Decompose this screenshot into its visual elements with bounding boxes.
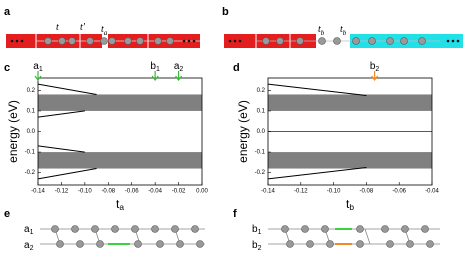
x-axis-label: ta [116, 197, 124, 212]
diagram-label-main: t′ [80, 22, 86, 33]
diagram-label-sub: 2 [258, 245, 262, 252]
x-tick-label: -0.12 [55, 189, 69, 195]
panel-label: e [4, 208, 10, 220]
diagram-label-sub: 1 [258, 229, 262, 236]
x-tick-label: -0.10 [78, 189, 92, 195]
x-axis-label-sub: b [349, 202, 354, 212]
x-tick-label: -0.04 [425, 189, 439, 195]
diagram-a [6, 34, 200, 48]
y-tick-label: 0.2 [257, 88, 266, 94]
diagram-f [268, 225, 440, 248]
diagram-label: a1 [24, 224, 34, 236]
diagram-label-sub: a [104, 29, 108, 37]
diagram-label: tb [340, 24, 347, 36]
x-tick-label: -0.14 [261, 189, 275, 195]
x-axis-label-sub: a [119, 202, 124, 212]
diagram-label-main: t [340, 24, 343, 35]
annotation-label-sub: 1 [39, 66, 43, 73]
diagram-label: a2 [24, 240, 34, 252]
band [38, 152, 202, 169]
x-axis-label: tb [346, 197, 354, 212]
annotation-label-main: a [174, 61, 180, 72]
line [37, 110, 85, 118]
y-tick-label: 0.1 [27, 109, 36, 115]
diagram-label-main: a [24, 240, 30, 251]
diagram-e [40, 225, 205, 248]
annotation-label-sub: 2 [375, 66, 379, 73]
ellipsis [10, 39, 196, 43]
diagram-label-main: t [318, 24, 321, 35]
diagram-label-sub: 2 [30, 245, 34, 252]
band [38, 94, 202, 111]
plot-frame [37, 77, 203, 186]
line [37, 83, 97, 95]
diagram-label-main: a [24, 224, 30, 235]
panel-label: c [4, 62, 10, 74]
x-axis-label-main: t [346, 197, 350, 211]
atoms [44, 37, 174, 45]
annotation-label-main: b [150, 61, 156, 72]
band [268, 94, 432, 111]
panel-label: a [4, 6, 11, 18]
diagram-label-sub: b [343, 29, 347, 37]
annotation-label-main: a [33, 61, 39, 72]
y-tick-label: -0.2 [255, 170, 266, 176]
panel-label: b [222, 6, 229, 18]
diagram-label-main: b [252, 240, 258, 251]
y-tick-label: -0.1 [25, 150, 36, 156]
annotation-label: b2 [370, 61, 380, 73]
ellipsis [228, 39, 460, 43]
diagram-label: tb [318, 24, 325, 36]
x-tick-label: -0.12 [294, 189, 308, 195]
x-tick-label: -0.14 [31, 189, 45, 195]
line [267, 83, 367, 96]
annotation-arrow [371, 71, 379, 81]
x-tick-label: 0.00 [196, 189, 208, 195]
x-tick-label: -0.02 [172, 189, 186, 195]
diagram-label: ta [101, 24, 108, 36]
y-tick-label: 0.0 [27, 129, 36, 135]
diagram-label: b1 [252, 224, 262, 236]
y-tick-label: -0.2 [25, 170, 36, 176]
annotation-arrow [151, 71, 159, 81]
x-tick-label: -0.04 [148, 189, 162, 195]
panel-label: d [233, 62, 240, 74]
x-tick-label: -0.08 [101, 189, 115, 195]
diagram-label: t [56, 22, 59, 33]
line [267, 167, 367, 180]
y-tick-label: 0.1 [257, 109, 266, 115]
annotation-label: a2 [174, 61, 184, 73]
diagram-label-main: b [252, 224, 258, 235]
diagram-label-main: t [56, 22, 59, 33]
x-tick-label: -0.10 [327, 189, 341, 195]
y-tick-label: 0.2 [27, 88, 36, 94]
diagram-label-sub: 1 [30, 229, 34, 236]
x-tick-label: -0.08 [360, 189, 374, 195]
y-tick-label: -0.1 [255, 150, 266, 156]
diagram-label: t′ [80, 22, 86, 33]
y-axis-label: energy (eV) [6, 100, 20, 163]
x-tick-label: -0.06 [392, 189, 406, 195]
line [37, 145, 85, 153]
y-tick-label: 0.0 [257, 129, 266, 135]
annotation-arrow [34, 71, 42, 81]
annotation-label: b1 [150, 61, 160, 73]
annotation-label-sub: 1 [156, 66, 160, 73]
annotation-label-main: b [370, 61, 376, 72]
x-tick-label: -0.06 [125, 189, 139, 195]
diagram-label-main: t [101, 24, 104, 35]
band [268, 152, 432, 169]
annotation-label: a1 [33, 61, 43, 73]
line [37, 168, 97, 180]
x-axis-label-main: t [116, 197, 120, 211]
atoms [262, 37, 426, 45]
diagram-label-sub: b [321, 29, 325, 37]
y-axis-label: energy (eV) [236, 100, 250, 163]
diagram-label: b2 [252, 240, 262, 252]
diagram-b [224, 34, 463, 48]
annotation-label-sub: 2 [179, 66, 183, 73]
panel-label: f [233, 208, 237, 220]
annotation-arrow [175, 71, 183, 81]
